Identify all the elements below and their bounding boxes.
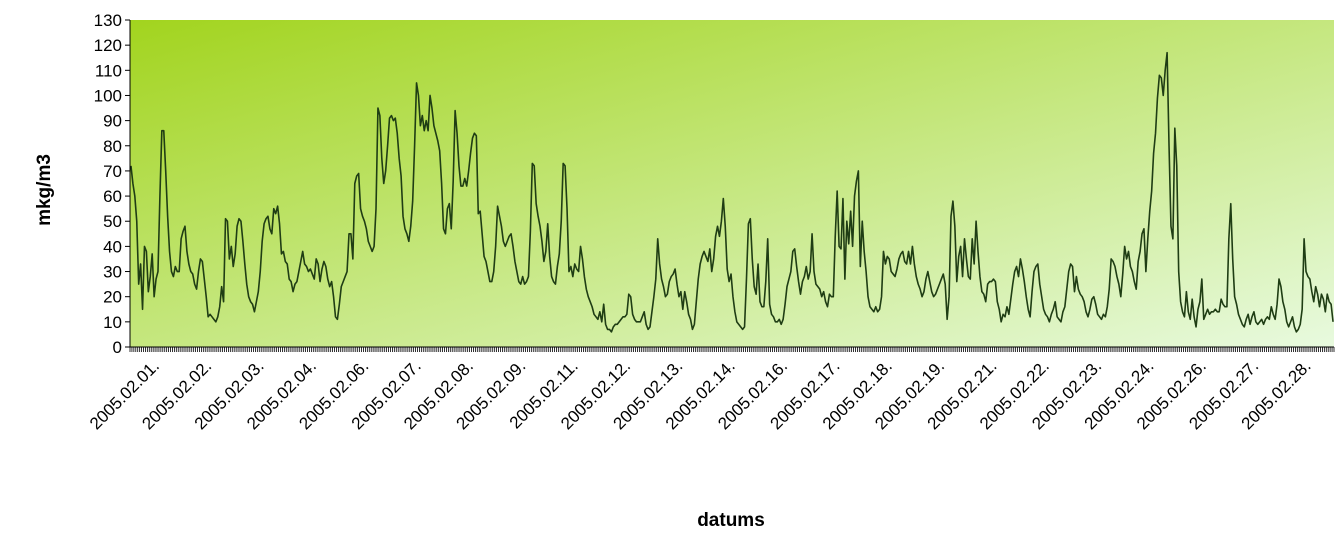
y-tick-label: 120: [94, 36, 122, 55]
y-axis-title: mkg/m3: [34, 154, 55, 226]
y-tick-label: 130: [94, 11, 122, 30]
y-tick-label: 60: [103, 187, 122, 206]
y-tick-label: 110: [95, 61, 122, 80]
plot-area: [130, 20, 1334, 347]
axes: [125, 19, 1335, 352]
y-tick-label: 10: [103, 313, 122, 332]
y-tick-label: 90: [103, 112, 122, 131]
x-ticks: [129, 347, 1335, 352]
y-tick-label: 100: [94, 86, 122, 105]
x-axis-title: datums: [697, 510, 765, 531]
series-line: [130, 51, 1334, 333]
y-tick-label: 70: [103, 162, 122, 181]
y-tick-label: 20: [103, 288, 122, 307]
x-tick-labels: 2005.02.01.2005.02.02.2005.02.03.2005.02…: [86, 356, 1315, 433]
y-tick-label: 0: [113, 338, 122, 357]
y-tick-labels: 0 10 20 30 40 50 60 70 80 90 100 110 120 130: [94, 11, 122, 357]
y-tick-label: 40: [103, 237, 122, 256]
y-tick-label: 50: [103, 212, 122, 231]
plot-background: [130, 20, 1334, 347]
y-tick-label: 80: [103, 137, 122, 156]
y-tick-label: 30: [103, 263, 122, 282]
